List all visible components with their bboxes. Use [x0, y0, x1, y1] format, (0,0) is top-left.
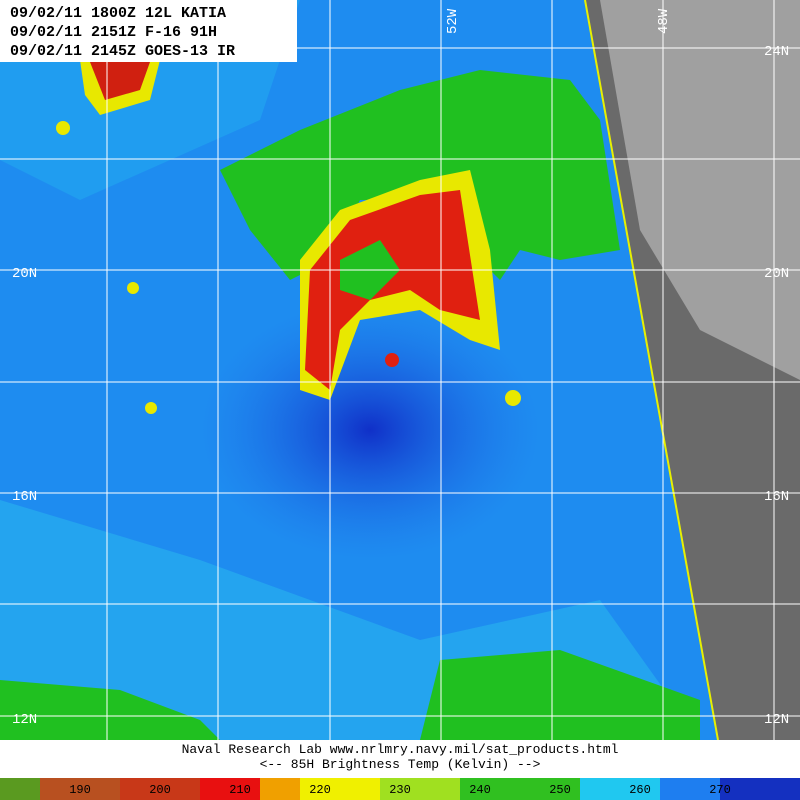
colorbar: [0, 778, 800, 800]
lon-label: 52W: [445, 8, 461, 34]
colorbar-label: 210: [229, 783, 251, 797]
lat-label: 20N: [764, 266, 789, 282]
graticule: [0, 0, 800, 740]
header-box: [0, 0, 297, 62]
header-line: 09/02/11 2151Z F-16 91H: [10, 24, 217, 41]
header-line: 09/02/11 1800Z 12L KATIA: [10, 5, 226, 22]
ir-cloud: [600, 0, 800, 380]
lon-label: 48W: [656, 8, 672, 34]
colorbar-label: 190: [69, 783, 91, 797]
colorbar-label: 250: [549, 783, 571, 797]
convection-core: [305, 190, 480, 390]
header-line: 09/02/11 2145Z GOES-13 IR: [10, 43, 235, 60]
lat-label: 12N: [764, 712, 789, 728]
colorbar-label: 200: [149, 783, 171, 797]
cell: [385, 353, 399, 367]
colorbar-label: 230: [389, 783, 411, 797]
colorbar-label: 220: [309, 783, 331, 797]
cell: [56, 121, 70, 135]
lat-label: 16N: [12, 489, 37, 505]
lat-label: 12N: [12, 712, 37, 728]
colorbar-label: 240: [469, 783, 491, 797]
cell: [505, 390, 521, 406]
cell: [145, 402, 157, 414]
lat-label: 20N: [12, 266, 37, 282]
lat-label: 24N: [764, 44, 789, 60]
footer-line: <-- 85H Brightness Temp (Kelvin) -->: [260, 757, 541, 772]
colorbar-label: 270: [709, 783, 731, 797]
footer-line: Naval Research Lab www.nrlmry.navy.mil/s…: [182, 742, 619, 757]
footer-box: [0, 740, 800, 778]
cell: [127, 282, 139, 294]
circulation: [200, 300, 540, 560]
lat-label: 16N: [764, 489, 789, 505]
convection-core: [90, 62, 150, 100]
swath-edge: [584, 0, 719, 741]
rain-band: [220, 70, 620, 280]
rain-band: [0, 650, 700, 740]
colorbar-label: 260: [629, 783, 651, 797]
